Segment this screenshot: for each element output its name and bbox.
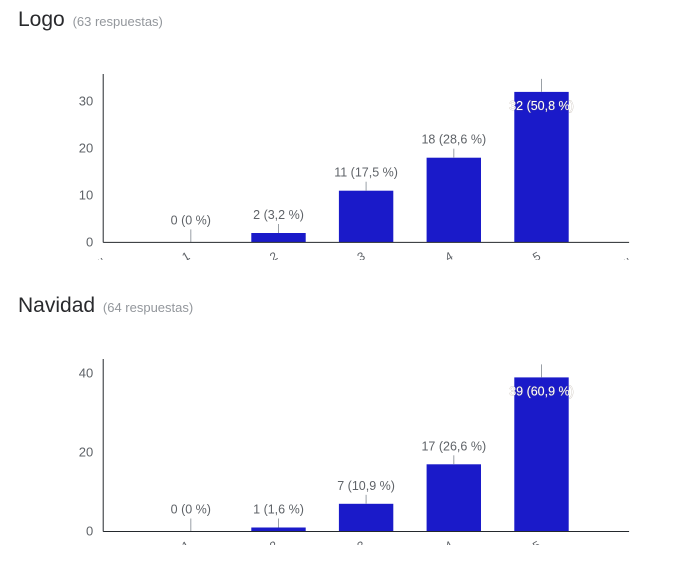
svg-text:.,: .,	[618, 249, 631, 260]
svg-text:7 (10,9 %): 7 (10,9 %)	[337, 479, 395, 493]
svg-text:5: 5	[530, 538, 543, 545]
svg-text:4: 4	[443, 538, 456, 545]
svg-text:10: 10	[79, 187, 93, 202]
svg-text:11 (17,5 %): 11 (17,5 %)	[334, 166, 398, 180]
svg-text:2: 2	[267, 249, 280, 260]
svg-text:.,: .,	[92, 249, 105, 260]
svg-text:1: 1	[180, 538, 193, 545]
svg-text:39 (60,9 %): 39 (60,9 %)	[509, 384, 574, 398]
svg-text:17 (26,6 %): 17 (26,6 %)	[421, 439, 486, 453]
svg-text:4: 4	[443, 249, 456, 260]
svg-text:18 (28,6 %): 18 (28,6 %)	[421, 133, 486, 147]
svg-text:0 (0 %): 0 (0 %)	[171, 503, 211, 517]
svg-text:5: 5	[530, 249, 543, 260]
svg-text:0 (0 %): 0 (0 %)	[171, 213, 211, 227]
svg-text:1: 1	[180, 249, 193, 260]
svg-text:1 (1,6 %): 1 (1,6 %)	[253, 503, 304, 517]
svg-text:30: 30	[79, 93, 93, 108]
svg-text:.,: .,	[92, 538, 105, 545]
svg-text:20: 20	[79, 140, 93, 155]
svg-text:.,: .,	[618, 538, 631, 545]
svg-text:3: 3	[355, 538, 368, 545]
svg-text:40: 40	[79, 365, 93, 380]
svg-text:32 (50,8 %): 32 (50,8 %)	[509, 99, 574, 113]
svg-text:20: 20	[79, 445, 93, 460]
svg-text:2 (3,2 %): 2 (3,2 %)	[253, 208, 304, 222]
svg-text:0: 0	[86, 524, 93, 539]
svg-text:0: 0	[86, 234, 93, 249]
svg-text:3: 3	[355, 249, 368, 260]
svg-text:2: 2	[267, 538, 280, 545]
